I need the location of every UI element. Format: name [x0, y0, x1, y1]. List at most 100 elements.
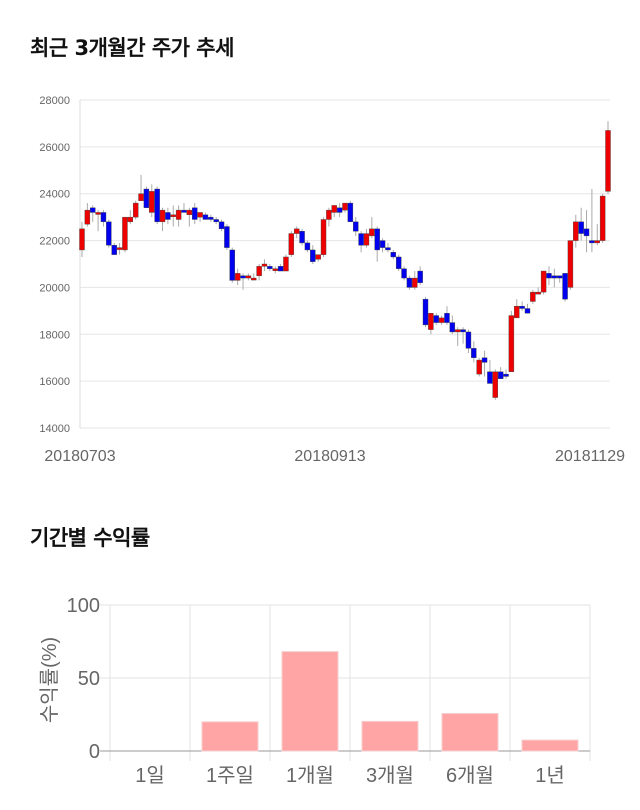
- candle-down: [556, 275, 563, 279]
- candle-down: [503, 373, 509, 377]
- candle-down: [583, 228, 590, 237]
- return-bar: [201, 721, 259, 752]
- return-bar: [521, 739, 579, 752]
- y-tick-label: 0: [89, 741, 100, 763]
- candle-down: [213, 219, 219, 223]
- candle-down: [358, 233, 364, 246]
- candle-down: [208, 216, 214, 220]
- candle-up: [320, 219, 327, 255]
- candle-up: [84, 209, 91, 225]
- candle-down: [551, 275, 558, 279]
- x-tick-label: 1일: [135, 764, 165, 787]
- candle-up: [95, 212, 101, 215]
- candle-up: [272, 268, 278, 271]
- return-bar: [361, 720, 419, 752]
- candle-down: [546, 273, 552, 279]
- price-trend-title: 최근 3개월간 주가 추세: [30, 36, 234, 60]
- y-tick-label: 24000: [39, 189, 70, 201]
- y-tick-label: 50: [78, 668, 100, 690]
- candle-down: [154, 188, 160, 223]
- candle-up: [149, 191, 155, 213]
- x-tick-label: 20180703: [44, 448, 115, 465]
- x-tick-label: 1년: [535, 764, 565, 787]
- candle-down: [165, 212, 171, 220]
- candle-up: [138, 193, 144, 201]
- candle-up: [283, 256, 289, 272]
- return-bar: [441, 712, 499, 752]
- candle-up: [363, 233, 370, 246]
- y-tick-label: 26000: [39, 142, 70, 154]
- y-tick-label: 22000: [39, 236, 70, 248]
- candle-up: [428, 313, 434, 330]
- candle-down: [90, 207, 96, 213]
- candle-down: [100, 212, 107, 223]
- period-return-title: 기간별 수익률: [30, 526, 150, 550]
- candle-down: [422, 298, 429, 326]
- candle-up: [331, 205, 337, 213]
- candle-up: [514, 305, 520, 319]
- candle-down: [192, 207, 198, 220]
- candle-up: [122, 216, 128, 251]
- candle-down: [449, 322, 456, 333]
- candle-up: [594, 240, 600, 244]
- candle-up: [245, 275, 252, 279]
- candle-up: [567, 240, 574, 288]
- candle-down: [417, 270, 423, 283]
- price-candlestick-chart: 14000 16000 18000 20000 22000 24000 26000 28000…: [39, 95, 625, 465]
- candle-up: [293, 228, 300, 234]
- x-tick-label: 3개월: [366, 764, 414, 787]
- candle-down: [524, 308, 531, 314]
- y-tick-label: 20000: [39, 282, 70, 294]
- candle-up: [315, 254, 321, 260]
- candle-up: [476, 359, 482, 375]
- candle-down: [562, 273, 568, 300]
- candle-down: [240, 275, 246, 279]
- candle-down: [347, 202, 354, 223]
- candle-up: [369, 228, 375, 237]
- candle-down: [578, 221, 584, 234]
- candle-up: [412, 277, 418, 288]
- y-tick-label: 18000: [39, 329, 70, 341]
- candle-down: [224, 226, 230, 248]
- candle-down: [218, 221, 225, 230]
- candle-up: [573, 221, 579, 241]
- x-tick-label: 20181129: [555, 448, 625, 465]
- candle-down: [106, 221, 112, 246]
- candle-down: [444, 313, 450, 323]
- candle-down: [487, 371, 493, 384]
- y-tick-label: 16000: [39, 376, 70, 388]
- candle-down: [460, 329, 466, 333]
- candle-up: [79, 228, 85, 251]
- candle-down: [497, 371, 504, 379]
- candle-down: [202, 214, 209, 220]
- candle-up: [540, 270, 547, 293]
- candle-down: [277, 266, 284, 272]
- candle-up: [256, 266, 262, 276]
- candle-up: [261, 263, 268, 267]
- candle-down: [519, 305, 525, 309]
- candle-down: [310, 249, 316, 262]
- candle-down: [465, 331, 472, 349]
- candle-down: [143, 188, 150, 208]
- candle-down: [406, 277, 413, 288]
- candle-down: [111, 245, 117, 255]
- candle-up: [342, 202, 348, 211]
- candle-down: [304, 242, 311, 251]
- candle-down: [353, 221, 359, 232]
- candle-down: [395, 256, 402, 269]
- candle-up: [175, 209, 182, 220]
- candle-up: [132, 202, 139, 218]
- candle-down: [336, 207, 343, 213]
- candle-up: [508, 315, 515, 372]
- candle-down: [299, 230, 305, 244]
- candle-up: [288, 233, 295, 255]
- candle-down: [267, 266, 273, 269]
- candle-up: [438, 317, 445, 323]
- candle-down: [433, 315, 439, 323]
- candle-up: [127, 216, 134, 223]
- x-tick-label: 1개월: [286, 764, 334, 787]
- candle-up: [455, 329, 461, 333]
- return-bar: [281, 651, 339, 752]
- candle-up: [251, 277, 257, 281]
